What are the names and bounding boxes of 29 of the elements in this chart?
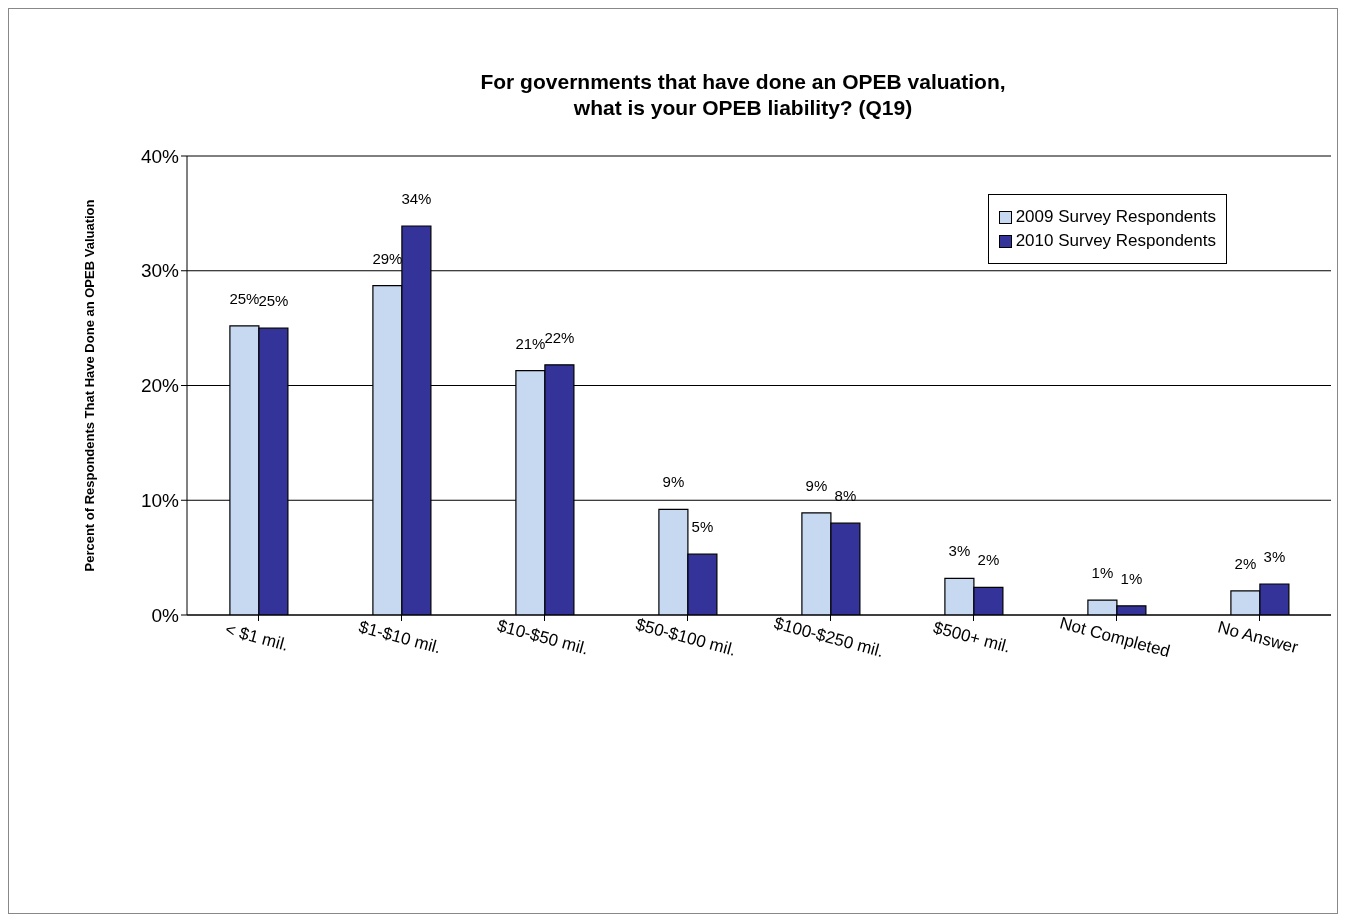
legend-label: 2009 Survey Respondents [1015, 207, 1216, 227]
y-tick-label: 40% [140, 145, 180, 167]
y-tick-label: 20% [140, 375, 180, 397]
data-label: 2% [1234, 554, 1257, 572]
data-label: 21% [515, 334, 546, 352]
data-label: 22% [544, 328, 575, 346]
data-label: 3% [1263, 548, 1286, 566]
y-axis-title: Percent of Respondents That Have Done an OPEB Valuation [81, 199, 97, 572]
x-tick-label: No Answer [1215, 617, 1301, 658]
data-label: 8% [834, 487, 857, 505]
x-tick-label: $10-$50 mil. [495, 615, 591, 659]
chart-title: For governments that have done an OPEB valuation, what is your OPEB liability? (Q19) [479, 69, 1007, 121]
y-tick-label: 10% [140, 489, 180, 511]
y-tick-label: 0% [151, 604, 180, 626]
data-label: 25% [258, 292, 289, 310]
data-label: 1% [1091, 564, 1114, 582]
data-label: 2% [977, 551, 1000, 569]
data-label: 25% [229, 289, 260, 307]
x-tick-label: < $1 mil. [223, 619, 291, 655]
data-label: 5% [691, 518, 714, 536]
data-label: 9% [805, 476, 828, 494]
y-tick-label: 30% [140, 260, 180, 282]
x-tick-label: $1-$10 mil. [356, 617, 443, 658]
x-tick-label: $500+ mil. [931, 617, 1013, 657]
data-label: 3% [948, 542, 971, 560]
data-label: 34% [401, 190, 432, 207]
data-label: 9% [662, 473, 685, 491]
data-label: 1% [1120, 569, 1143, 587]
legend-label: 2010 Survey Respondents [1015, 231, 1216, 251]
